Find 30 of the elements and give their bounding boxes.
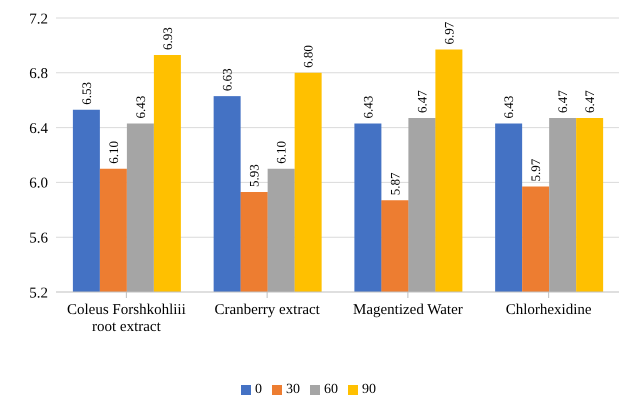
x-tick-label: Cranberry extract [214,302,321,318]
data-label: 6.47 [555,90,570,114]
legend-label: 90 [362,382,376,397]
data-label: 6.63 [220,68,235,92]
y-tick-label: 6.0 [29,176,48,192]
x-tick-label: Coleus Forshkohliii root extract [66,302,186,335]
data-label: 6.43 [501,96,516,118]
legend-label: 60 [324,382,338,397]
data-label: 6.97 [441,21,456,45]
y-tick-label: 7.2 [29,11,48,28]
data-label: 6.47 [582,90,598,114]
data-label: 5.93 [246,164,262,187]
data-label: 6.53 [78,82,94,105]
data-label: 6.93 [160,27,175,50]
data-label: 6.47 [414,90,430,114]
data-label: 5.87 [387,172,402,196]
y-tick-label: 5.6 [29,230,48,247]
x-tick-label: Chlorhexidine [506,302,592,318]
y-tick-label: 5.2 [29,285,48,302]
y-tick-label: 6.8 [29,66,48,82]
legend-label: 0 [255,382,262,397]
x-tick-label: Magentized Water [353,302,463,318]
data-label: 5.97 [528,158,544,182]
data-label: 6.80 [300,45,316,68]
data-label: 6.43 [360,96,376,118]
y-tick-label: 6.4 [29,120,48,137]
data-label: 6.10 [274,140,289,164]
data-label: 6.43 [132,96,148,118]
legend-label: 30 [286,382,300,397]
data-label: 6.10 [106,140,121,164]
